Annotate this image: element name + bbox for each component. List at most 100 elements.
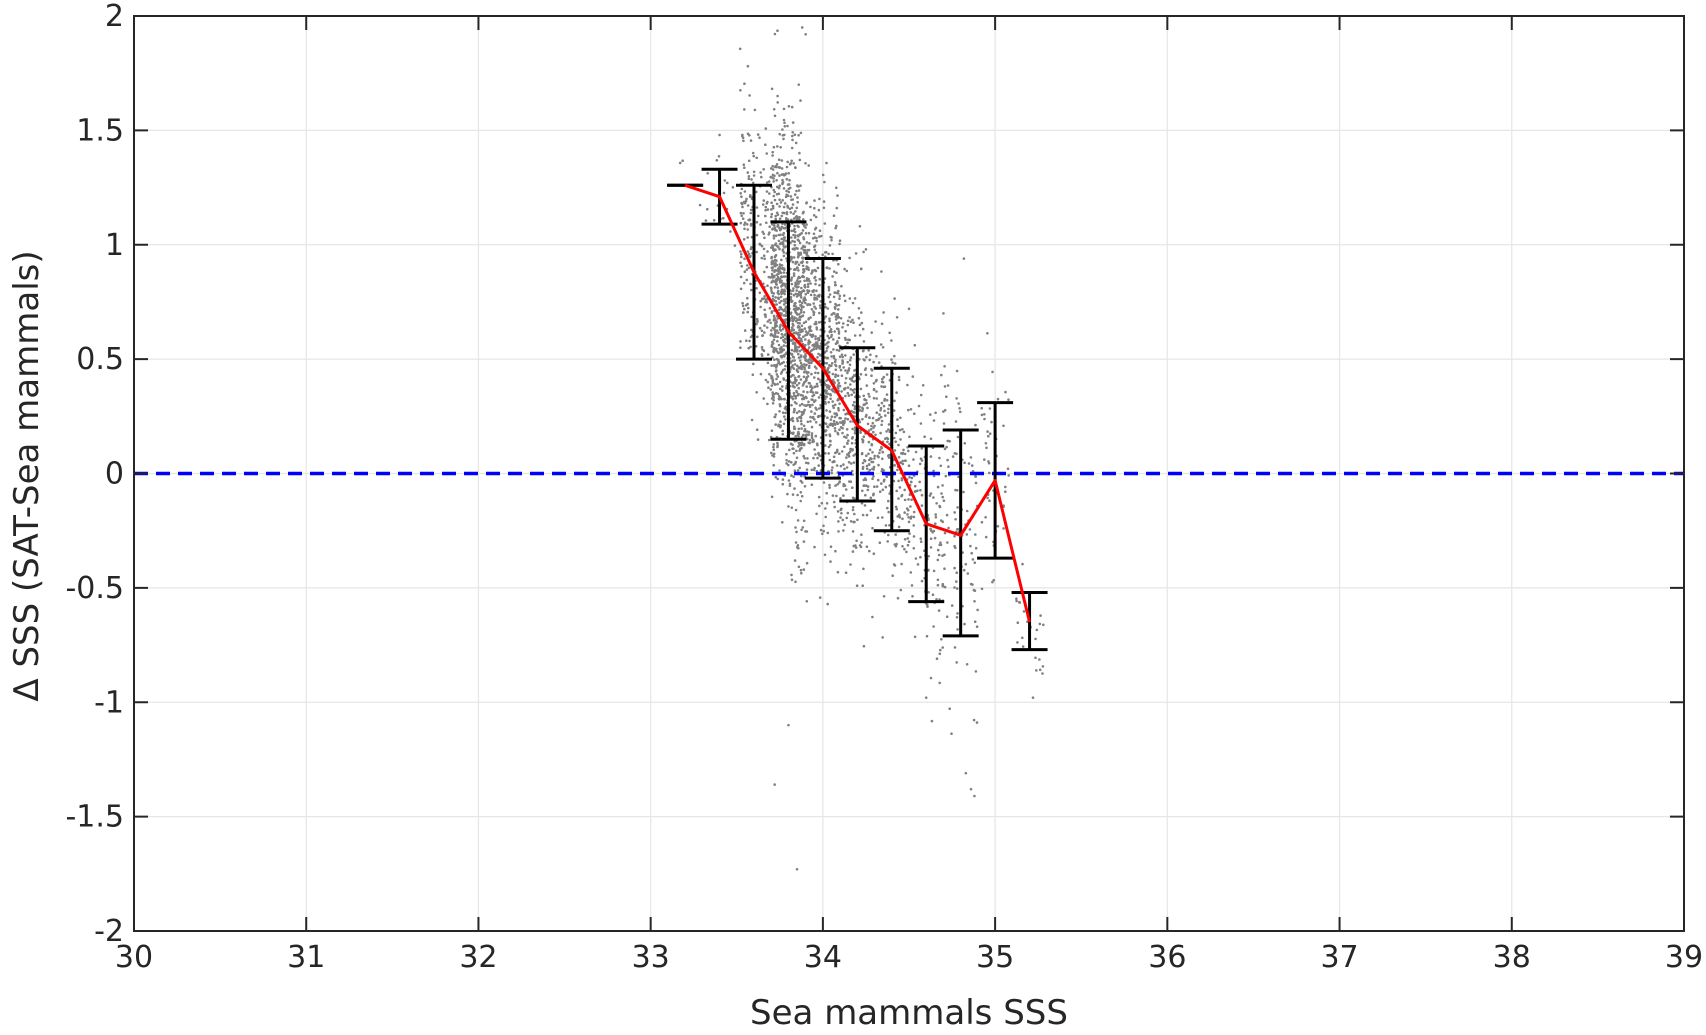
scatter-point bbox=[851, 506, 855, 509]
scatter-point bbox=[801, 211, 805, 215]
scatter-point bbox=[796, 364, 799, 368]
scatter-point bbox=[795, 306, 798, 310]
scatter-point bbox=[973, 600, 976, 603]
scatter-point bbox=[798, 315, 802, 319]
scatter-point bbox=[905, 507, 909, 510]
scatter-point bbox=[791, 289, 795, 293]
scatter-point bbox=[733, 244, 737, 247]
scatter-point bbox=[887, 407, 890, 411]
scatter-point bbox=[763, 257, 766, 261]
scatter-point bbox=[769, 321, 772, 325]
scatter-point bbox=[813, 322, 816, 326]
scatter-point bbox=[885, 430, 888, 433]
scatter-point bbox=[838, 421, 842, 424]
scatter-point bbox=[778, 174, 781, 177]
scatter-point bbox=[810, 389, 813, 392]
scatter-point bbox=[824, 389, 827, 392]
scatter-point bbox=[929, 537, 933, 540]
scatter-point bbox=[866, 406, 869, 410]
scatter-point bbox=[770, 291, 774, 295]
scatter-point bbox=[840, 507, 843, 511]
scatter-point bbox=[826, 307, 830, 310]
scatter-point bbox=[772, 452, 776, 456]
scatter-point bbox=[983, 413, 986, 416]
scatter-point bbox=[813, 545, 816, 549]
scatter-point bbox=[698, 203, 702, 207]
scatter-point bbox=[818, 197, 821, 201]
scatter-point bbox=[778, 301, 781, 305]
scatter-point bbox=[766, 250, 769, 253]
scatter-point bbox=[945, 513, 949, 517]
scatter-point bbox=[778, 277, 782, 281]
scatter-point bbox=[769, 388, 772, 391]
scatter-point bbox=[813, 206, 816, 210]
scatter-point bbox=[834, 307, 837, 310]
scatter-point bbox=[802, 390, 805, 393]
scatter-point bbox=[794, 268, 797, 272]
scatter-point bbox=[765, 265, 769, 269]
scatter-point bbox=[911, 595, 914, 598]
scatter-point bbox=[1002, 424, 1005, 428]
scatter-point bbox=[849, 420, 852, 423]
scatter-point bbox=[776, 275, 780, 279]
scatter-point bbox=[832, 295, 836, 299]
scatter-point bbox=[783, 355, 786, 358]
scatter-point bbox=[844, 369, 847, 372]
scatter-point bbox=[800, 247, 803, 250]
scatter-point bbox=[839, 416, 842, 420]
scatter-point bbox=[772, 145, 776, 149]
scatter-point bbox=[898, 516, 902, 519]
scatter-point bbox=[799, 184, 802, 187]
scatter-point bbox=[743, 257, 746, 261]
scatter-point bbox=[900, 562, 903, 566]
scatter-point bbox=[947, 526, 950, 530]
scatter-point bbox=[833, 330, 836, 333]
scatter-point bbox=[805, 468, 809, 471]
scatter-point bbox=[805, 359, 808, 363]
scatter-point bbox=[778, 205, 781, 208]
scatter-point bbox=[746, 64, 750, 68]
scatter-point bbox=[779, 295, 783, 299]
scatter-point bbox=[777, 192, 781, 196]
scatter-point bbox=[805, 385, 808, 388]
scatter-point bbox=[832, 311, 835, 315]
scatter-point bbox=[796, 292, 800, 296]
scatter-point bbox=[814, 341, 818, 344]
scatter-point bbox=[741, 133, 744, 137]
scatter-point bbox=[808, 279, 811, 283]
scatter-point bbox=[760, 175, 763, 179]
scatter-point bbox=[990, 420, 993, 424]
scatter-point bbox=[835, 186, 838, 190]
scatter-point bbox=[793, 469, 797, 473]
scatter-point bbox=[969, 456, 973, 459]
scatter-point bbox=[834, 226, 837, 230]
scatter-point bbox=[806, 285, 810, 289]
scatter-point bbox=[863, 504, 867, 507]
scatter-point bbox=[858, 225, 862, 228]
scatter-point bbox=[828, 458, 832, 462]
scatter-point bbox=[749, 282, 752, 286]
scatter-point bbox=[802, 275, 806, 279]
scatter-point bbox=[937, 553, 941, 557]
scatter-point bbox=[800, 402, 804, 406]
scatter-point bbox=[829, 560, 832, 563]
scatter-point bbox=[974, 481, 978, 485]
scatter-point bbox=[911, 375, 915, 378]
scatter-point bbox=[860, 541, 863, 544]
scatter-point bbox=[806, 420, 810, 424]
scatter-point bbox=[850, 379, 854, 382]
scatter-point bbox=[809, 218, 813, 222]
scatter-point bbox=[797, 218, 801, 221]
scatter-point bbox=[948, 707, 951, 710]
scatter-point bbox=[798, 158, 802, 162]
scatter-point bbox=[771, 294, 775, 298]
scatter-point bbox=[941, 646, 944, 649]
scatter-point bbox=[778, 217, 782, 220]
scatter-point bbox=[739, 287, 743, 291]
scatter-point bbox=[969, 582, 973, 586]
scatter-point bbox=[742, 238, 746, 241]
scatter-point bbox=[767, 386, 770, 390]
scatter-point bbox=[987, 461, 991, 465]
scatter-point bbox=[956, 628, 959, 631]
scatter-point bbox=[785, 459, 788, 462]
